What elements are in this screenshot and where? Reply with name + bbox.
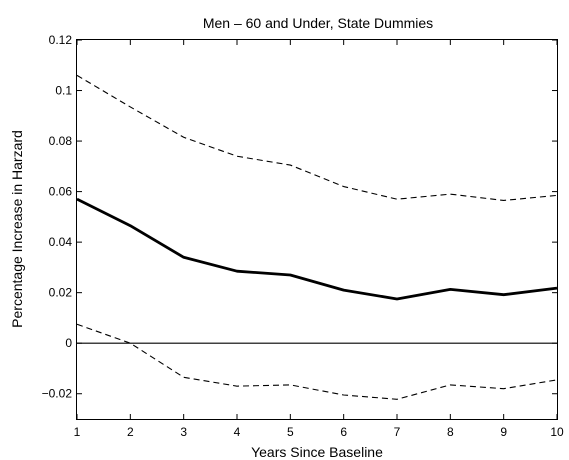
y-tick-label: 0.02 — [49, 286, 73, 300]
x-tick-label: 3 — [180, 425, 187, 439]
plot-area — [76, 39, 558, 420]
x-tick-label: 7 — [394, 425, 401, 439]
x-tick-label: 2 — [127, 425, 134, 439]
estimate-line — [76, 197, 558, 301]
x-tick-label: 10 — [550, 425, 564, 439]
y-tick-label: 0.06 — [49, 185, 73, 199]
y-tick-label: 0.1 — [55, 84, 72, 98]
x-tick-label: 1 — [74, 425, 81, 439]
lower-bound-line — [76, 323, 558, 400]
y-axis-label: Percentage Increase in Harzard — [9, 130, 25, 328]
y-tick-label: 0.04 — [49, 235, 73, 249]
y-tick-label: 0.08 — [49, 134, 73, 148]
y-tick-label: −0.02 — [42, 387, 73, 401]
series-layer — [76, 74, 558, 400]
upper-bound-line — [76, 74, 558, 201]
x-tick-label: 4 — [234, 425, 241, 439]
x-tick-label: 5 — [287, 425, 294, 439]
chart-title: Men – 60 and Under, State Dummies — [203, 15, 433, 31]
x-axis: 1 2 3 4 5 6 7 8 9 10 — [74, 40, 564, 439]
y-tick-label: 0 — [65, 336, 72, 350]
x-tick-label: 9 — [500, 425, 507, 439]
y-axis: −0.02 0 0.02 0.04 0.06 0.08 0.1 0.12 — [42, 33, 557, 401]
y-tick-label: 0.12 — [49, 33, 73, 47]
x-tick-label: 6 — [340, 425, 347, 439]
x-axis-label: Years Since Baseline — [251, 444, 383, 460]
x-tick-label: 8 — [447, 425, 454, 439]
